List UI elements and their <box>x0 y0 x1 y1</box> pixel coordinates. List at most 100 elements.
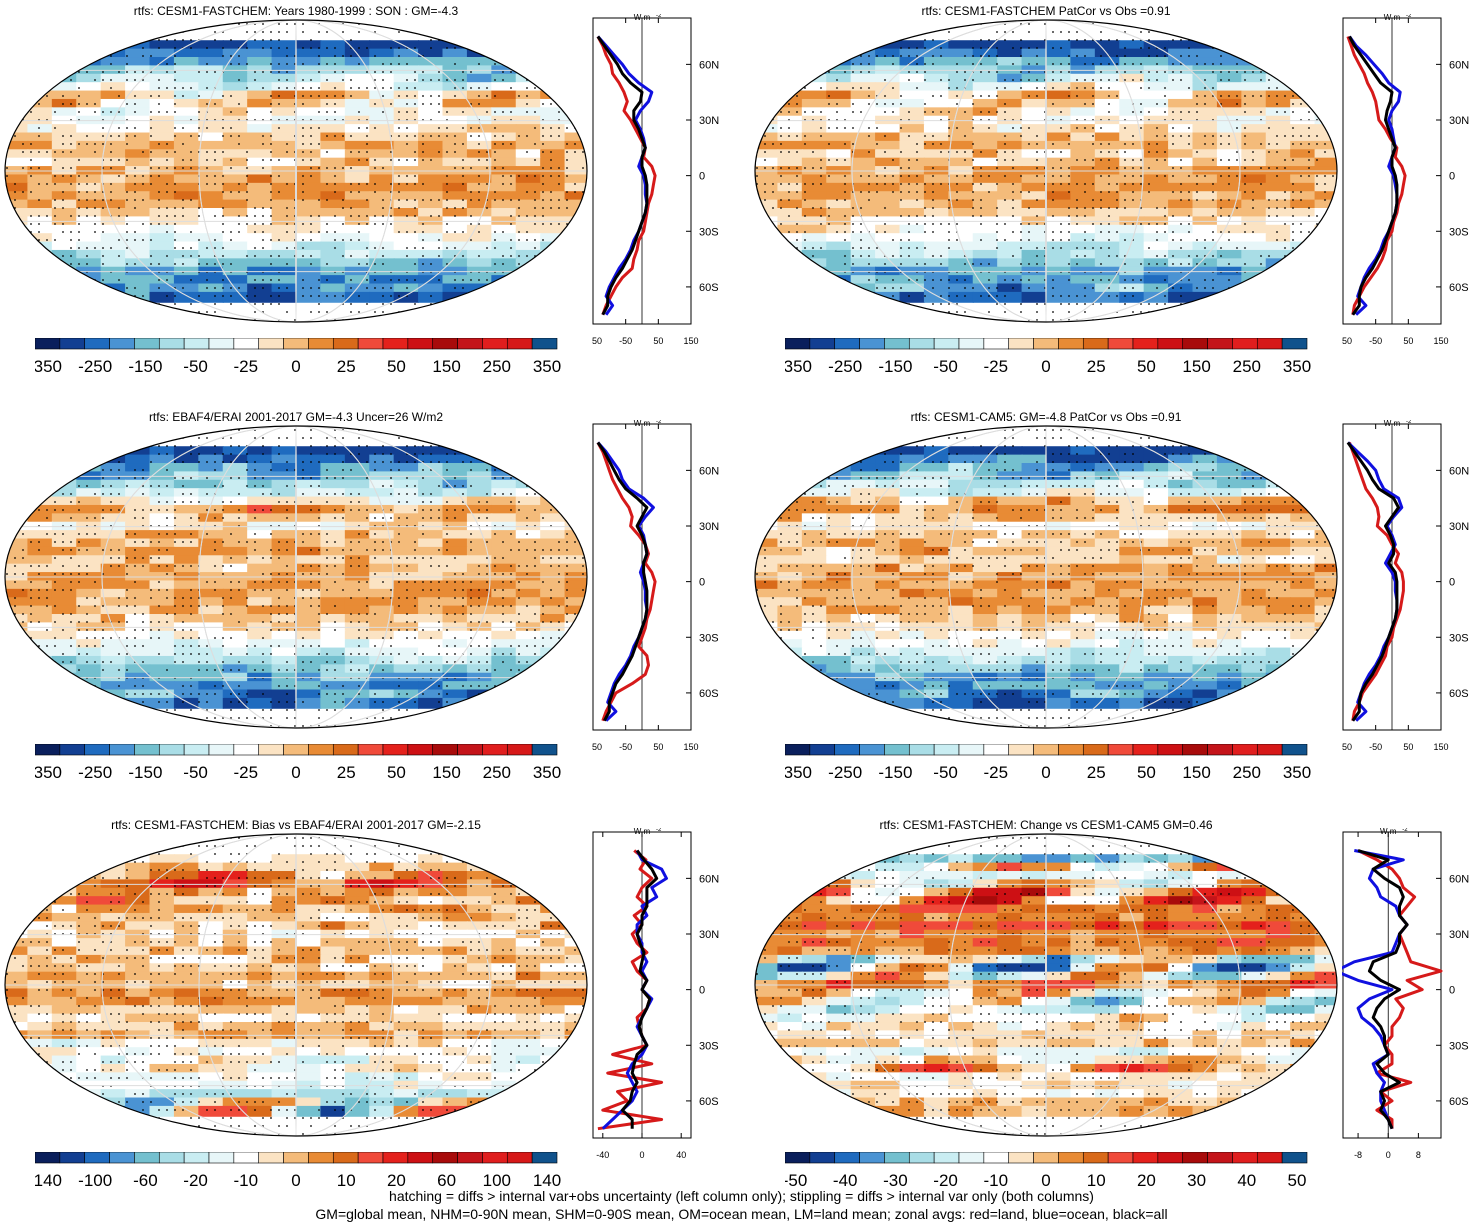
map-cell <box>296 698 321 709</box>
map-cell <box>1046 698 1071 709</box>
map-cell <box>802 1106 827 1117</box>
map-cell <box>1290 284 1315 295</box>
colorbar-box <box>333 744 358 755</box>
colorbar-box <box>60 1152 85 1163</box>
colorbar-box <box>259 1152 284 1163</box>
map-cell <box>1315 284 1339 295</box>
map-cell <box>565 91 589 102</box>
map-cell <box>516 40 541 51</box>
map-cell <box>369 292 394 303</box>
map-cell <box>900 292 925 303</box>
map-cell <box>3 863 28 874</box>
map-cell <box>3 65 28 76</box>
colorbar-box <box>209 744 234 755</box>
map-cell <box>27 1098 52 1109</box>
map-cell <box>565 267 589 278</box>
colorbar-label: -50 <box>183 357 208 376</box>
map-cell <box>52 854 77 865</box>
colorbar-box <box>1257 744 1282 755</box>
colorbar-label: -350 <box>785 763 812 782</box>
map-cell <box>1266 690 1291 701</box>
lat-tick-label: 30S <box>699 1040 719 1052</box>
map-cell <box>76 698 101 709</box>
map-cell <box>1266 698 1291 709</box>
colorbar-box <box>1034 338 1059 349</box>
colorbar-box <box>134 1152 159 1163</box>
map-cell <box>394 292 419 303</box>
map-cell <box>1290 40 1315 51</box>
map-cell <box>174 292 199 303</box>
lat-tick-label: 30N <box>1449 929 1469 941</box>
map-cell <box>27 463 52 474</box>
map-cell <box>27 480 52 491</box>
map-cell <box>1144 292 1169 303</box>
map-cell <box>565 258 589 269</box>
map-cell <box>3 1081 28 1092</box>
units-sup: -2 <box>1406 14 1412 19</box>
colorbar-box <box>1232 338 1257 349</box>
colorbar-box <box>909 744 934 755</box>
map-cell <box>900 698 925 709</box>
map-cell <box>1315 690 1339 701</box>
map-cell <box>565 1047 589 1058</box>
map-cell <box>565 107 589 118</box>
colorbar-box <box>184 338 209 349</box>
map-cell <box>540 471 565 482</box>
map-cell <box>565 471 589 482</box>
map-cell <box>467 698 492 709</box>
map-cell <box>565 480 589 491</box>
lat-tick-label: 0 <box>1449 577 1455 589</box>
colorbar-box <box>1133 338 1158 349</box>
map-cell <box>753 1047 778 1058</box>
colorbar-label: 250 <box>483 357 511 376</box>
map-cell <box>1217 292 1242 303</box>
map-mid-right <box>753 424 1339 730</box>
map-cell <box>777 673 802 684</box>
map-cell <box>418 1106 443 1117</box>
colorbar-box <box>1009 1152 1034 1163</box>
map-cell <box>753 913 778 924</box>
map-cell <box>1290 49 1315 60</box>
colorbar-label: -150 <box>878 763 912 782</box>
map-cell <box>76 690 101 701</box>
map-cell <box>3 488 28 499</box>
colorbar-label: 250 <box>483 763 511 782</box>
colorbar-box <box>110 744 135 755</box>
map-cell <box>3 905 28 916</box>
map-cell <box>3 250 28 261</box>
map-cell <box>777 57 802 68</box>
map-cell <box>777 275 802 286</box>
map-cell <box>540 681 565 692</box>
colorbar-box <box>1282 1152 1307 1163</box>
map-cell <box>516 1089 541 1100</box>
map-cell <box>777 698 802 709</box>
map-cell <box>1046 1106 1071 1117</box>
units-sup: -2 <box>1402 828 1408 833</box>
map-cell <box>802 49 827 60</box>
map-cell <box>1290 879 1315 890</box>
map-cell <box>52 1098 77 1109</box>
map-cell <box>1315 1039 1339 1050</box>
map-cell <box>491 49 516 60</box>
map-cell <box>52 681 77 692</box>
map-cell <box>3 673 28 684</box>
map-cell <box>1290 74 1315 85</box>
map-cell <box>777 65 802 76</box>
map-cell <box>777 879 802 890</box>
map-cell <box>540 854 565 865</box>
lat-tick-label: 30S <box>1449 1040 1469 1052</box>
map-cell <box>1315 488 1339 499</box>
map-cell <box>753 74 778 85</box>
map-cell <box>540 664 565 675</box>
map-cell <box>565 888 589 899</box>
map-cell <box>1315 1047 1339 1058</box>
map-mid-left <box>3 424 589 730</box>
map-cell <box>76 292 101 303</box>
map-cell <box>924 698 949 709</box>
map-cell <box>1266 854 1291 865</box>
map-cell <box>1290 673 1315 684</box>
map-cell <box>3 258 28 269</box>
map-cell <box>1315 905 1339 916</box>
map-cell <box>948 1106 973 1117</box>
